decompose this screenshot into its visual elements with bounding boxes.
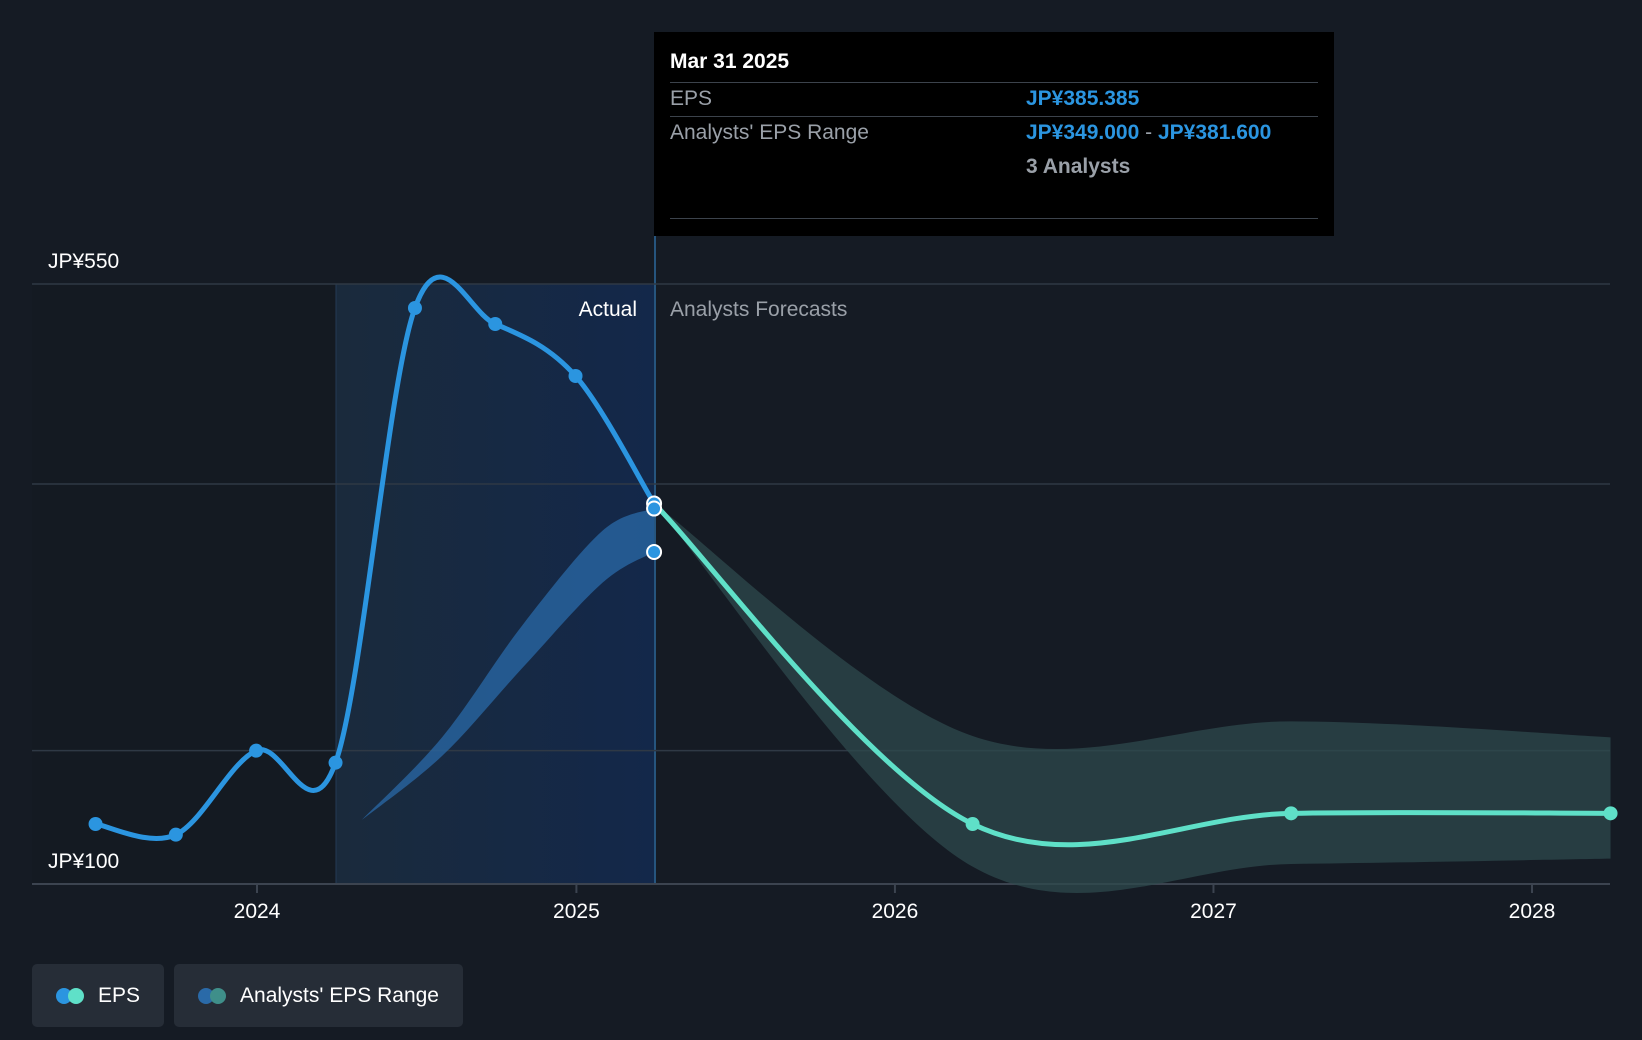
tooltip-divider bbox=[670, 116, 1318, 117]
x-axis-ticks: 2024 2025 2026 2027 2028 bbox=[234, 884, 1556, 923]
eps-data-point bbox=[88, 817, 103, 831]
legend-dot bbox=[68, 987, 84, 1004]
eps-range-band bbox=[654, 503, 1611, 893]
tooltip-eps-label: EPS bbox=[670, 87, 713, 110]
eps-legend-icon bbox=[56, 987, 86, 1004]
tooltip: Mar 31 2025 EPS JP¥385.385 Analysts' EPS… bbox=[654, 32, 1334, 236]
y-axis-min-label: JP¥100 bbox=[48, 850, 119, 873]
x-tick-label: 2024 bbox=[234, 900, 281, 923]
tooltip-date: Mar 31 2025 bbox=[670, 50, 790, 73]
y-axis-max-label: JP¥550 bbox=[48, 250, 119, 273]
legend-label: Analysts' EPS Range bbox=[240, 983, 439, 1007]
tooltip-range-value: JP¥349.000 - JP¥381.600 bbox=[1026, 121, 1271, 145]
eps-points bbox=[88, 301, 1618, 842]
forecast-section-label: Analysts Forecasts bbox=[670, 298, 847, 321]
actual-section-label: Actual bbox=[579, 298, 637, 321]
tooltip-range-separator: - bbox=[1145, 121, 1153, 144]
legend: EPS Analysts' EPS Range bbox=[32, 964, 463, 1027]
eps-data-point bbox=[568, 369, 583, 383]
x-tick-label: 2028 bbox=[1509, 900, 1556, 923]
tooltip-divider bbox=[670, 82, 1318, 83]
eps-data-point bbox=[407, 301, 422, 315]
tooltip-range-low: JP¥349.000 bbox=[1026, 121, 1140, 144]
range-areas bbox=[361, 503, 1611, 893]
eps-series-line bbox=[651, 500, 1614, 848]
tooltip-range-label: Analysts' EPS Range bbox=[670, 121, 869, 144]
tooltip-eps-value: JP¥385.385 bbox=[1026, 87, 1140, 110]
tooltip-analyst-count: 3 Analysts bbox=[1026, 155, 1131, 178]
past-background bbox=[32, 284, 336, 884]
eps-series-line bbox=[93, 274, 657, 841]
eps-data-point bbox=[168, 827, 183, 842]
eps-data-point bbox=[965, 817, 980, 831]
eps-lines bbox=[93, 274, 1614, 848]
eps-range-band bbox=[361, 508, 655, 820]
eps-data-point bbox=[488, 317, 503, 331]
tooltip-range-high: JP¥381.600 bbox=[1157, 121, 1272, 144]
range-low-point bbox=[646, 544, 663, 560]
eps-data-point bbox=[1284, 806, 1299, 821]
x-tick-label: 2025 bbox=[553, 900, 600, 923]
legend-item-eps[interactable]: EPS bbox=[32, 964, 165, 1027]
legend-dot bbox=[210, 987, 227, 1004]
eps-data-point bbox=[328, 755, 343, 770]
range-legend-icon bbox=[198, 987, 228, 1004]
legend-item-range[interactable]: Analysts' EPS Range bbox=[174, 964, 463, 1027]
x-tick-label: 2027 bbox=[1190, 900, 1237, 923]
tooltip-divider bbox=[670, 218, 1318, 219]
eps-data-point bbox=[249, 743, 264, 758]
eps-data-point bbox=[1603, 806, 1618, 821]
x-tick-label: 2026 bbox=[872, 900, 919, 923]
legend-label: EPS bbox=[98, 983, 141, 1007]
actual-region-shade bbox=[336, 284, 655, 884]
range-high-point bbox=[646, 500, 663, 517]
